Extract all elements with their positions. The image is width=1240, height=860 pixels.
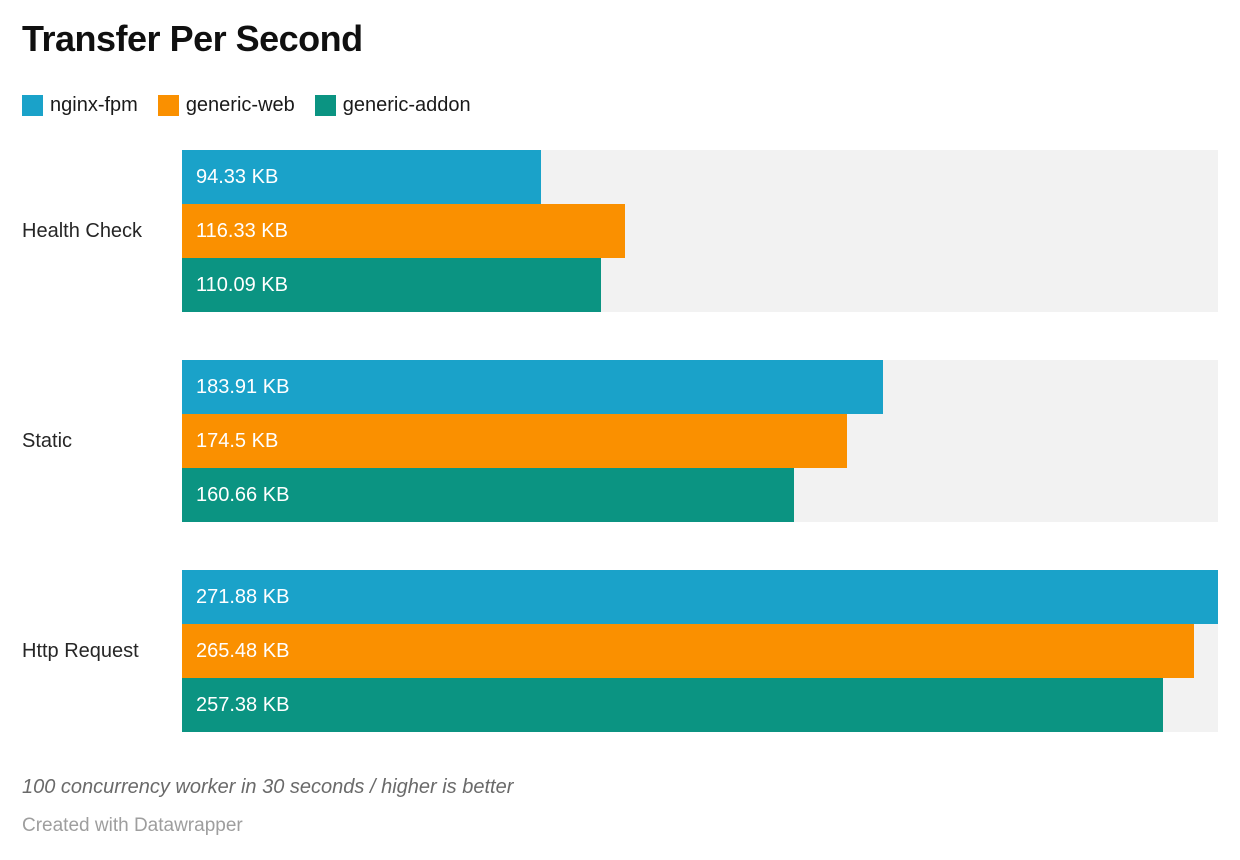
bar-generic-addon: 160.66 KB xyxy=(182,468,795,522)
bar-generic-addon: 110.09 KB xyxy=(182,258,602,312)
bar-nginx-fpm: 183.91 KB xyxy=(182,360,883,414)
legend-swatch-icon xyxy=(22,95,43,116)
bar-track: 94.33 KB xyxy=(182,150,1218,204)
value-label: 110.09 KB xyxy=(196,273,288,296)
legend-item-generic-addon: generic-addon xyxy=(314,94,471,117)
legend-label: generic-web xyxy=(185,94,295,116)
bar-nginx-fpm: 94.33 KB xyxy=(182,150,542,204)
legend-swatch-icon xyxy=(157,95,179,116)
legend-item-generic-web: generic-web xyxy=(157,94,295,117)
legend: nginx-fpm generic-web generic-addon xyxy=(22,94,471,117)
bar-generic-addon: 257.38 KB xyxy=(182,678,1163,732)
bar-track: 116.33 KB xyxy=(182,204,1218,258)
bar-group-health-check: Health Check 94.33 KB 116.33 KB 110.09 KB xyxy=(0,150,1218,312)
value-label: 160.66 KB xyxy=(196,483,290,506)
bar-track: 110.09 KB xyxy=(182,258,1218,312)
attribution: Created with Datawrapper xyxy=(22,815,243,836)
chart-note: 100 concurrency worker in 30 seconds / h… xyxy=(22,776,514,798)
bar-track: 265.48 KB xyxy=(182,624,1218,678)
bar-chart: Health Check 94.33 KB 116.33 KB 110.09 KB St… xyxy=(0,150,1218,732)
chart-title: Transfer Per Second xyxy=(22,18,363,59)
legend-label: generic-addon xyxy=(342,94,471,116)
bar-generic-web: 116.33 KB xyxy=(182,204,626,258)
legend-item-nginx-fpm: nginx-fpm xyxy=(22,94,138,117)
bar-rows: 94.33 KB 116.33 KB 110.09 KB xyxy=(182,150,1218,312)
category-label: Health Check xyxy=(22,219,143,242)
legend-swatch-icon xyxy=(314,95,336,116)
value-label: 116.33 KB xyxy=(196,219,288,242)
category-label: Http Request xyxy=(22,639,139,662)
bar-rows: 271.88 KB 265.48 KB 257.38 KB xyxy=(182,570,1218,732)
value-label: 257.38 KB xyxy=(196,693,290,716)
value-label: 183.91 KB xyxy=(196,375,290,398)
bar-group-http-request: Http Request 271.88 KB 265.48 KB 257.38 KB xyxy=(0,570,1218,732)
value-label: 174.5 KB xyxy=(196,429,279,452)
bar-track: 174.5 KB xyxy=(182,414,1218,468)
bar-nginx-fpm: 271.88 KB xyxy=(182,570,1218,624)
bar-group-static: Static 183.91 KB 174.5 KB 160.66 KB xyxy=(0,360,1218,522)
bar-generic-web: 174.5 KB xyxy=(182,414,847,468)
value-label: 265.48 KB xyxy=(196,639,290,662)
bar-rows: 183.91 KB 174.5 KB 160.66 KB xyxy=(182,360,1218,522)
bar-track: 160.66 KB xyxy=(182,468,1218,522)
bar-track: 271.88 KB xyxy=(182,570,1218,624)
bar-generic-web: 265.48 KB xyxy=(182,624,1194,678)
bar-track: 257.38 KB xyxy=(182,678,1218,732)
legend-label: nginx-fpm xyxy=(50,94,138,116)
category-label: Static xyxy=(22,429,73,452)
value-label: 271.88 KB xyxy=(196,585,290,608)
value-label: 94.33 KB xyxy=(196,165,279,188)
bar-track: 183.91 KB xyxy=(182,360,1218,414)
